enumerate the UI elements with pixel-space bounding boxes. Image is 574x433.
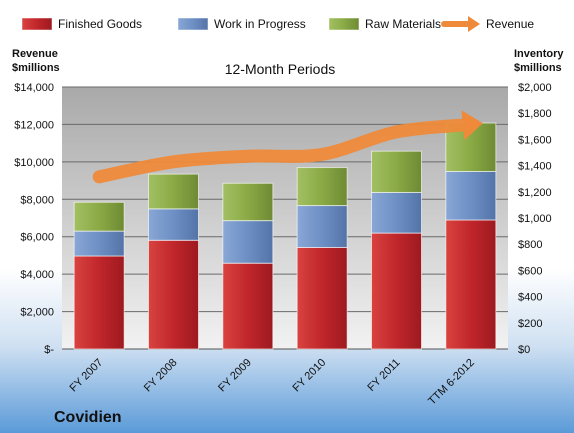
legend-label: Work in Progress (214, 17, 306, 31)
right-tick-label: $1,600 (518, 134, 552, 146)
left-axis-ticks: $- $2,000 $4,000 $6,000 $8,000 $10,000 $12,000… (14, 82, 54, 356)
right-axis-label-line2: $millions (514, 62, 562, 74)
revenue-line-path (92, 117, 478, 184)
finished-goods-bar (371, 232, 422, 350)
legend-swatch (177, 17, 209, 31)
right-tick-label: $600 (518, 265, 542, 277)
left-tick-label: $14,000 (14, 82, 54, 94)
raw-materials-bar (296, 167, 348, 207)
left-tick-label: $2,000 (20, 307, 54, 319)
right-tick-label: $400 (518, 292, 542, 304)
legend-swatch (21, 17, 53, 31)
work-in-progress-bar (148, 208, 199, 241)
revenue-line (92, 110, 483, 184)
legend-label: Revenue (486, 17, 534, 31)
work-in-progress-bar (73, 230, 125, 257)
company-name: Covidien (54, 409, 122, 426)
right-tick-label: $200 (518, 318, 542, 330)
finished-goods-bar (222, 262, 274, 350)
raw-materials-bar (222, 182, 274, 222)
stacked-bars (73, 122, 497, 350)
finished-goods-bar (148, 239, 199, 350)
raw-materials-bar (73, 201, 125, 232)
raw-materials-bar (148, 173, 199, 210)
legend-label: Raw Materials (365, 17, 441, 31)
left-tick-label: $6,000 (20, 232, 54, 244)
raw-materials-bar (371, 150, 422, 193)
right-axis-label-line1: Inventory (514, 48, 564, 60)
right-tick-label: $1,400 (518, 161, 552, 173)
left-tick-label: $4,000 (20, 269, 54, 281)
work-in-progress-bar (222, 220, 274, 264)
chart-subtitle: 12-Month Periods (225, 61, 336, 77)
legend: Finished Goods Work in Progress Raw Materi… (21, 16, 534, 32)
revenue-arrowhead (461, 110, 483, 141)
work-in-progress-bar (296, 205, 348, 248)
left-tick-label: $12,000 (14, 119, 54, 131)
left-tick-label: $10,000 (14, 157, 54, 169)
right-tick-label: $0 (518, 344, 530, 356)
left-tick-label: $- (44, 344, 54, 356)
right-tick-label: $1,000 (518, 213, 552, 225)
left-axis-label-line2: $millions (12, 62, 60, 74)
legend-swatch (328, 17, 360, 31)
right-tick-label: $2,000 (518, 82, 552, 94)
right-axis-ticks: $0 $200 $400 $600 $800 $1,000 $1,200 $1,400 $1,6… (518, 82, 552, 356)
finished-goods-bar (73, 255, 125, 350)
finished-goods-bar (296, 246, 348, 350)
work-in-progress-bar (371, 191, 422, 234)
legend-arrow-revenue (468, 16, 480, 32)
left-axis-label-line1: Revenue (12, 48, 58, 60)
legend-label: Finished Goods (58, 17, 142, 31)
finished-goods-bar (445, 219, 497, 350)
right-tick-label: $800 (518, 239, 542, 251)
right-tick-label: $1,800 (518, 108, 552, 120)
right-tick-label: $1,200 (518, 187, 552, 199)
left-tick-label: $8,000 (20, 194, 54, 206)
work-in-progress-bar (445, 170, 497, 221)
